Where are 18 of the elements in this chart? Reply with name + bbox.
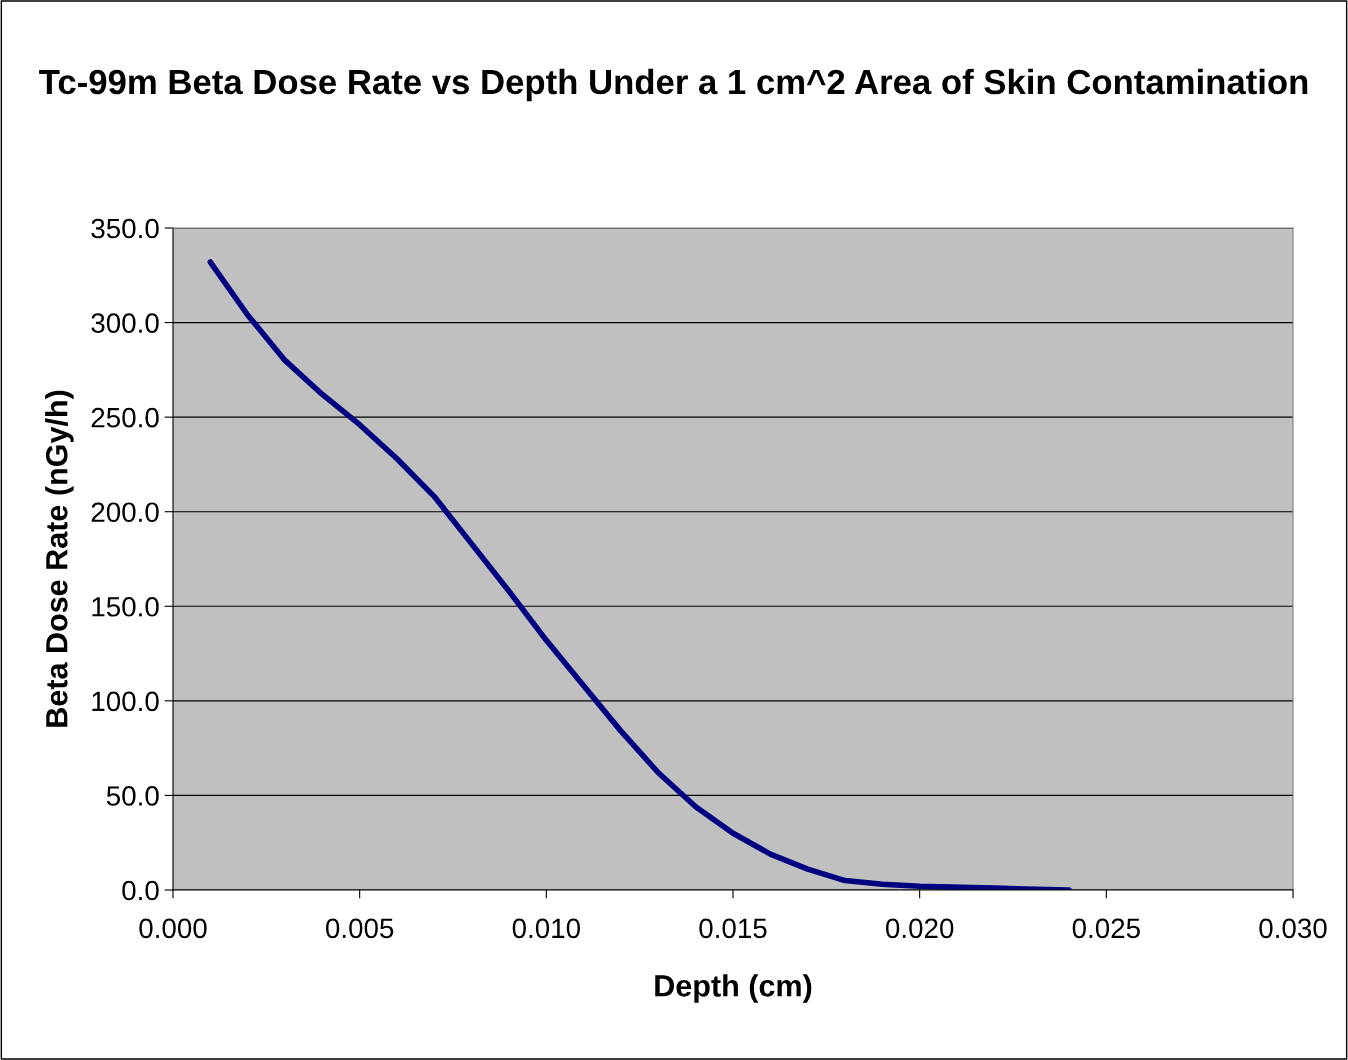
y-tick-label: 0.0 — [122, 880, 159, 901]
chart-title: Tc-99m Beta Dose Rate vs Depth Under a 1 cm^2 Area of Skin Contamination — [39, 68, 1308, 102]
x-tick-label: 0.000 — [139, 918, 207, 939]
y-tick-label: 50.0 — [106, 786, 159, 806]
x-axis-title: Depth (cm) — [655, 974, 812, 1003]
y-tick-label: 100.0 — [92, 691, 159, 712]
x-tick-label: 0.025 — [1072, 918, 1140, 939]
x-tick-label: 0.020 — [886, 918, 954, 939]
x-tick-label: 0.015 — [699, 918, 767, 939]
x-tick-label: 0.010 — [512, 918, 581, 939]
y-tick-label: 150.0 — [92, 596, 159, 617]
x-tick-label: 0.030 — [1259, 918, 1327, 939]
y-tick-label: 300.0 — [91, 313, 159, 333]
y-axis-title: Beta Dose Rate (nGy/h) — [45, 390, 74, 727]
x-tick-label: 0.005 — [326, 918, 394, 939]
y-tick-label: 200.0 — [91, 502, 159, 523]
y-tick-label: 250.0 — [91, 407, 159, 428]
y-tick-label: 350.0 — [91, 218, 159, 239]
